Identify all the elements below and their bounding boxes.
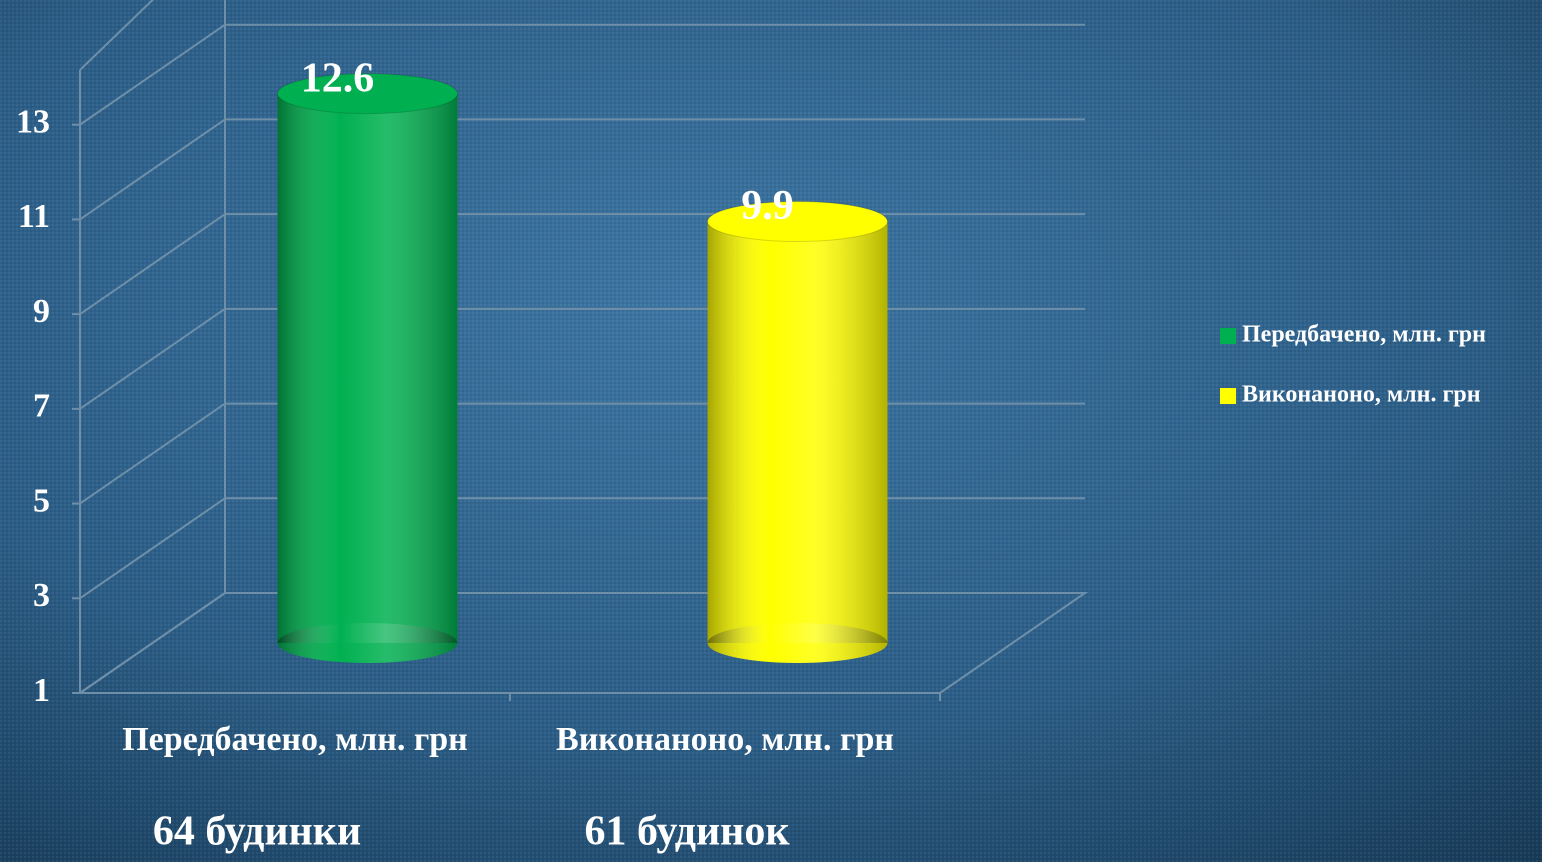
grid-line: [79, 213, 226, 315]
annotation: 61 будинок: [584, 809, 790, 855]
y-tick-label: 11: [18, 198, 50, 235]
bar-base-shade: [707, 623, 888, 663]
y-tick-label: 13: [16, 104, 50, 141]
y-tick-label: 1: [33, 672, 50, 709]
bar-base-shade: [277, 623, 458, 663]
grid-line: [79, 402, 226, 505]
y-tick-label: 5: [33, 482, 50, 519]
y-tick-label: 7: [33, 388, 50, 425]
bar-top: [707, 201, 888, 243]
grid-line: [79, 592, 226, 694]
grid-line: [79, 497, 226, 600]
grid-line: [79, 118, 226, 221]
legend-swatch: [1220, 328, 1236, 344]
bar-top: [277, 73, 458, 115]
data-label: 12.6: [301, 55, 375, 101]
y-tick-label: 9: [33, 293, 50, 330]
grid-line: [79, 308, 226, 410]
data-label: 9.9: [741, 183, 794, 229]
legend-label: Виконаноно, млн. грн: [1242, 382, 1481, 408]
x-tick-label: Передбачено, млн. грн: [122, 721, 468, 758]
grid-line: [79, 23, 226, 126]
legend-swatch: [1220, 388, 1236, 404]
y-tick-label: 3: [33, 577, 50, 614]
annotation: 64 будинки: [153, 809, 361, 855]
legend-label: Передбачено, млн. грн: [1242, 322, 1486, 348]
bar-shade: [277, 93, 458, 643]
grid-line: [79, 0, 154, 71]
x-tick-label: Виконаноно, млн. грн: [556, 721, 894, 758]
bar-shade: [707, 221, 888, 643]
